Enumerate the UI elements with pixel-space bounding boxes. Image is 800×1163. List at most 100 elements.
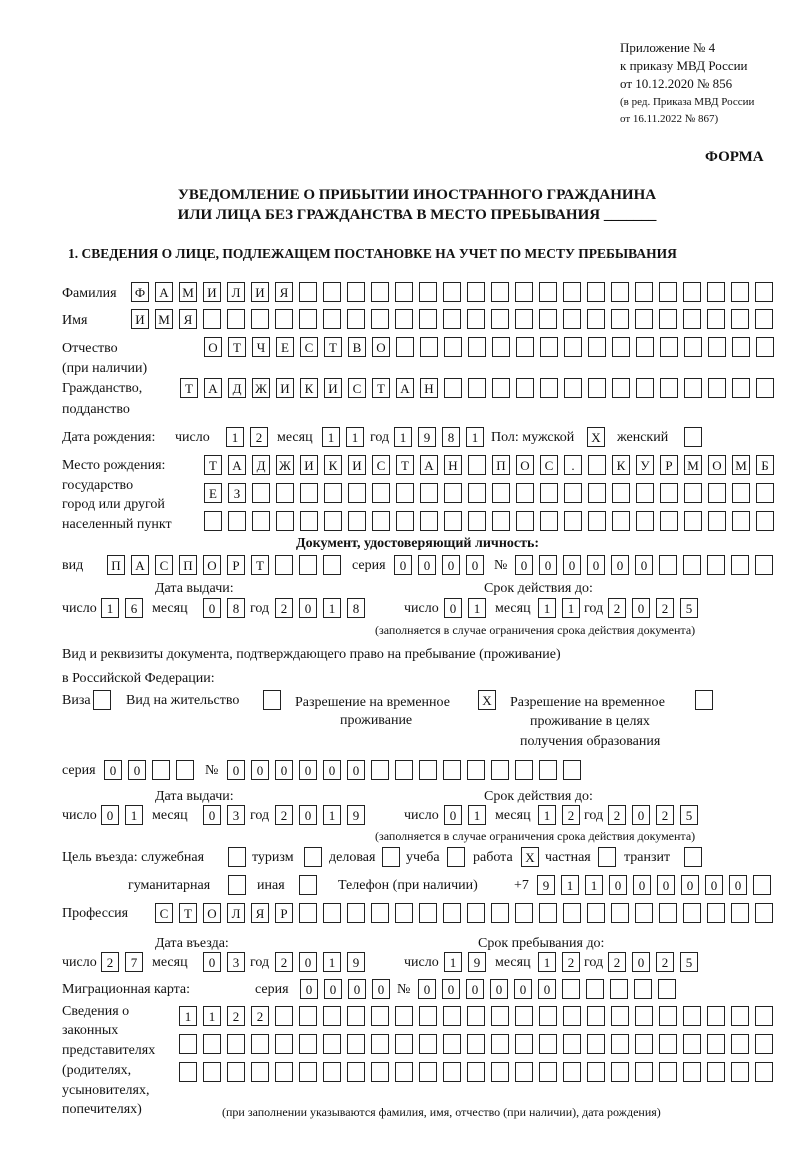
char-box[interactable]: О	[372, 337, 390, 357]
char-box[interactable]	[707, 1006, 725, 1026]
char-box[interactable]: 0	[515, 555, 533, 575]
char-box[interactable]	[275, 555, 293, 575]
char-box[interactable]	[515, 309, 533, 329]
char-box[interactable]	[323, 1062, 341, 1082]
char-box[interactable]	[491, 1034, 509, 1054]
char-box[interactable]: 9	[537, 875, 555, 895]
char-box[interactable]	[635, 309, 653, 329]
char-box[interactable]	[731, 282, 749, 302]
char-box[interactable]: 0	[348, 979, 366, 999]
char-box[interactable]: 2	[101, 952, 119, 972]
char-box[interactable]: 1	[179, 1006, 197, 1026]
char-box[interactable]: Я	[275, 282, 293, 302]
char-box[interactable]: В	[348, 337, 366, 357]
char-box[interactable]	[756, 378, 774, 398]
char-box[interactable]	[252, 511, 270, 531]
char-box[interactable]	[732, 337, 750, 357]
char-box[interactable]	[227, 1034, 245, 1054]
char-box[interactable]: 0	[442, 555, 460, 575]
char-box[interactable]: X	[478, 690, 496, 710]
char-box[interactable]: П	[107, 555, 125, 575]
char-box[interactable]: 3	[227, 952, 245, 972]
char-box[interactable]: 2	[656, 598, 674, 618]
char-box[interactable]	[732, 378, 750, 398]
char-box[interactable]	[684, 427, 702, 447]
char-box[interactable]	[707, 903, 725, 923]
char-box[interactable]: И	[324, 378, 342, 398]
char-box[interactable]: 1	[561, 875, 579, 895]
char-box[interactable]: 9	[418, 427, 436, 447]
char-box[interactable]	[707, 309, 725, 329]
char-box[interactable]	[659, 282, 677, 302]
char-box[interactable]: 8	[227, 598, 245, 618]
char-box[interactable]	[539, 1062, 557, 1082]
char-box[interactable]	[659, 1006, 677, 1026]
char-box[interactable]	[228, 511, 246, 531]
char-box[interactable]	[299, 282, 317, 302]
char-box[interactable]: 1	[468, 598, 486, 618]
char-box[interactable]: 1	[323, 598, 341, 618]
char-box[interactable]	[539, 282, 557, 302]
char-box[interactable]	[611, 1062, 629, 1082]
char-box[interactable]: 1	[322, 427, 340, 447]
char-box[interactable]	[660, 511, 678, 531]
char-box[interactable]: 0	[635, 555, 653, 575]
char-box[interactable]	[491, 282, 509, 302]
char-box[interactable]	[347, 309, 365, 329]
char-box[interactable]: 5	[680, 598, 698, 618]
char-box[interactable]	[587, 1034, 605, 1054]
char-box[interactable]: У	[636, 455, 654, 475]
char-box[interactable]: 0	[300, 979, 318, 999]
char-box[interactable]	[420, 511, 438, 531]
char-box[interactable]	[444, 378, 462, 398]
char-box[interactable]: 7	[125, 952, 143, 972]
char-box[interactable]: X	[521, 847, 539, 867]
char-box[interactable]	[635, 903, 653, 923]
char-box[interactable]	[756, 511, 774, 531]
char-box[interactable]	[588, 455, 606, 475]
char-box[interactable]	[563, 903, 581, 923]
char-box[interactable]: 1	[226, 427, 244, 447]
char-box[interactable]: 0	[633, 875, 651, 895]
char-box[interactable]: Т	[324, 337, 342, 357]
char-box[interactable]	[492, 483, 510, 503]
char-box[interactable]	[635, 1034, 653, 1054]
char-box[interactable]	[395, 760, 413, 780]
char-box[interactable]: С	[372, 455, 390, 475]
char-box[interactable]	[635, 1006, 653, 1026]
char-box[interactable]: 0	[514, 979, 532, 999]
char-box[interactable]	[228, 875, 246, 895]
char-box[interactable]: И	[348, 455, 366, 475]
char-box[interactable]: 1	[538, 805, 556, 825]
char-box[interactable]	[515, 760, 533, 780]
char-box[interactable]	[468, 378, 486, 398]
char-box[interactable]	[516, 337, 534, 357]
char-box[interactable]	[588, 483, 606, 503]
char-box[interactable]: Н	[420, 378, 438, 398]
char-box[interactable]: 0	[705, 875, 723, 895]
char-box[interactable]	[395, 1062, 413, 1082]
char-box[interactable]: 0	[324, 979, 342, 999]
char-box[interactable]	[468, 337, 486, 357]
char-box[interactable]	[443, 903, 461, 923]
char-box[interactable]	[564, 483, 582, 503]
char-box[interactable]: 9	[347, 805, 365, 825]
char-box[interactable]	[611, 1034, 629, 1054]
char-box[interactable]	[515, 1006, 533, 1026]
char-box[interactable]: И	[276, 378, 294, 398]
char-box[interactable]: 5	[680, 952, 698, 972]
char-box[interactable]: М	[155, 309, 173, 329]
char-box[interactable]: .	[564, 455, 582, 475]
char-box[interactable]	[598, 847, 616, 867]
char-box[interactable]	[227, 309, 245, 329]
char-box[interactable]	[659, 1062, 677, 1082]
char-box[interactable]: М	[732, 455, 750, 475]
char-box[interactable]	[419, 1062, 437, 1082]
char-box[interactable]	[611, 282, 629, 302]
char-box[interactable]	[683, 903, 701, 923]
char-box[interactable]	[563, 1062, 581, 1082]
char-box[interactable]: 0	[632, 952, 650, 972]
char-box[interactable]: 0	[466, 555, 484, 575]
char-box[interactable]	[348, 483, 366, 503]
char-box[interactable]	[299, 1062, 317, 1082]
